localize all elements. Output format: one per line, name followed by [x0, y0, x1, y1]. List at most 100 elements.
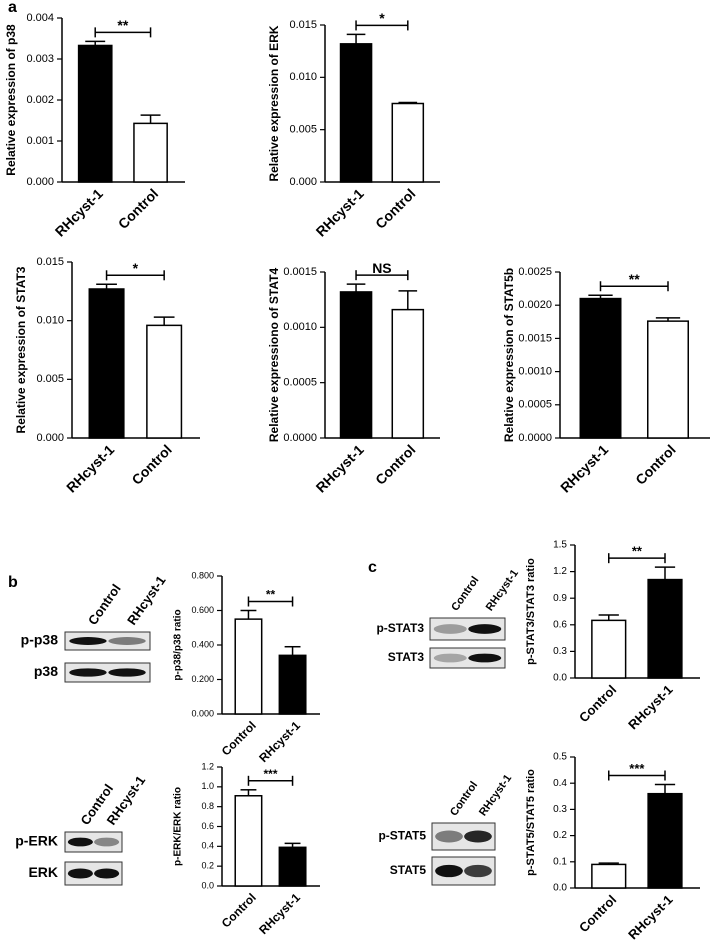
x-tick-label: RHcyst-1 — [63, 441, 117, 495]
bar — [591, 619, 627, 679]
significance-label: *** — [629, 761, 645, 776]
y-tick-label: 1.5 — [553, 540, 567, 551]
blot-band — [108, 637, 146, 645]
y-tick-label: 0.002 — [26, 94, 54, 106]
x-tick-label: RHcyst-1 — [557, 441, 611, 495]
blot-strip — [64, 631, 151, 651]
x-tick-label: Control — [219, 890, 259, 930]
blot-strip — [429, 647, 506, 669]
x-tick-label: RHcyst-1 — [625, 682, 675, 732]
blot-lane-label: RHcyst-1 — [124, 573, 169, 628]
y-tick-label: 0.0025 — [518, 266, 552, 278]
bar — [647, 792, 683, 889]
bar — [88, 288, 125, 439]
y-tick-label: 0.0 — [201, 880, 214, 890]
y-tick-label: 0.010 — [289, 71, 317, 83]
blot-band — [435, 864, 463, 878]
y-tick-label: 0.600 — [191, 605, 214, 615]
x-tick-label: Control — [372, 441, 419, 488]
blot-lane-label: Control — [449, 574, 481, 613]
x-tick-label: RHcyst-1 — [52, 185, 106, 239]
x-tick-label: Control — [372, 185, 419, 232]
x-tick-label: RHcyst-1 — [625, 892, 675, 942]
blot-strip — [64, 831, 123, 853]
y-tick-label: 0.010 — [36, 315, 64, 327]
y-tick-label: 0.200 — [191, 674, 214, 684]
y-tick-label: 0.400 — [191, 639, 214, 649]
bar — [339, 43, 373, 183]
bar — [591, 863, 627, 889]
y-tick-label: 0.800 — [191, 570, 214, 580]
blot-row-label: p-ERK — [15, 833, 58, 849]
y-tick-label: 0.000 — [191, 708, 214, 718]
blot-row-label: STAT3 — [388, 650, 425, 664]
significance-label: * — [133, 260, 139, 276]
blot-row-label: p-STAT5 — [378, 829, 426, 843]
panel-label: b — [8, 574, 18, 591]
y-tick-label: 0.0005 — [518, 399, 552, 411]
y-tick-label: 1.2 — [553, 566, 567, 577]
y-tick-label: 0.003 — [26, 53, 54, 65]
blot-band — [67, 868, 93, 879]
y-tick-label: 0.0015 — [518, 332, 552, 344]
y-tick-label: 1.2 — [201, 761, 214, 771]
bar — [77, 44, 113, 183]
y-tick-label: 0.3 — [553, 804, 567, 815]
blot-row-label: STAT5 — [390, 863, 427, 877]
blot-band — [435, 830, 463, 843]
blot-lane-label: RHcyst-1 — [104, 773, 149, 828]
x-tick-label: RHcyst-1 — [256, 890, 303, 937]
y-tick-label: 0.4 — [201, 841, 214, 851]
bar — [278, 654, 307, 715]
y-tick-label: 1.0 — [201, 781, 214, 791]
y-axis-label: p-ERK/ERK ratio — [173, 787, 184, 866]
blot-lane-label: RHcyst-1 — [477, 772, 514, 818]
bar — [133, 122, 168, 183]
blot-row-label: p38 — [34, 663, 58, 679]
x-tick-label: RHcyst-1 — [256, 718, 303, 765]
blot-band — [468, 653, 502, 663]
significance-label: *** — [264, 767, 278, 781]
blot-band — [108, 668, 146, 677]
bar — [146, 324, 183, 439]
y-tick-label: 0.004 — [26, 12, 54, 24]
significance-label: * — [379, 10, 385, 26]
y-tick-label: 0.0 — [553, 883, 567, 894]
bar — [234, 618, 263, 715]
blot-lane-label: Control — [448, 779, 480, 818]
y-axis-label: Relative expression of STAT5b — [502, 268, 516, 442]
blot-row-label: p-STAT3 — [376, 621, 424, 635]
y-tick-label: 0.0020 — [518, 299, 552, 311]
x-tick-label: Control — [576, 682, 619, 725]
y-tick-label: 0.0 — [553, 673, 567, 684]
y-tick-label: 0.0005 — [283, 377, 317, 389]
bar — [579, 297, 622, 439]
y-tick-label: 0.0010 — [518, 366, 552, 378]
x-tick-label: RHcyst-1 — [313, 441, 367, 495]
blot-band — [69, 668, 107, 677]
y-tick-label: 0.0000 — [283, 432, 317, 444]
y-tick-label: 0.005 — [289, 124, 317, 136]
y-axis-label: p-STAT5/STAT5 ratio — [525, 769, 537, 876]
y-tick-label: 0.005 — [36, 373, 64, 385]
y-tick-label: 0.1 — [553, 856, 567, 867]
x-tick-label: Control — [219, 718, 259, 758]
x-tick-label: Control — [115, 185, 162, 232]
y-tick-label: 0.3 — [553, 646, 567, 657]
blot-strip — [64, 662, 151, 683]
x-tick-label: Control — [128, 441, 175, 488]
bar — [647, 578, 683, 679]
blot-row-label: p-p38 — [21, 632, 59, 648]
y-tick-label: 0.015 — [36, 256, 64, 268]
y-axis-label: Relative expression of p38 — [4, 24, 18, 176]
bar — [234, 795, 263, 887]
blot-band — [464, 830, 492, 843]
bar — [391, 308, 425, 439]
y-tick-label: 0.0010 — [283, 321, 317, 333]
y-tick-label: 0.6 — [201, 821, 214, 831]
x-tick-label: Control — [632, 441, 679, 488]
blot-band — [67, 837, 93, 847]
blot-band — [468, 624, 502, 634]
blot-band — [94, 868, 120, 879]
